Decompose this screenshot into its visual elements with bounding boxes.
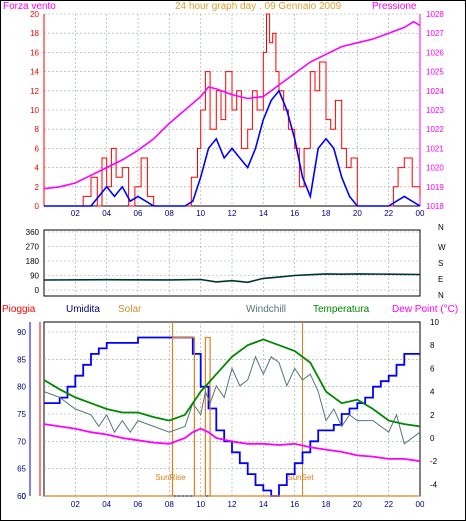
direction-tick-label: 0 — [35, 286, 40, 295]
x-tick-label: 16 — [290, 209, 299, 218]
y-tick-label-right: 1020 — [426, 164, 444, 173]
y-tick-label-right: 10 — [430, 318, 439, 327]
y-tick-label-left: 60 — [17, 492, 26, 501]
x-tick-label: 04 — [102, 500, 111, 509]
direction-tick-label: 360 — [26, 228, 40, 237]
x-tick-label: 10 — [196, 500, 205, 509]
wind-pressure-panel: 0246810121416182010181019102010211022102… — [30, 10, 444, 218]
x-tick-label: 04 — [102, 209, 111, 218]
sun-marker-label: SunSet — [287, 473, 314, 482]
wind-speed-series — [44, 13, 421, 207]
x-tick-label: 18 — [322, 500, 331, 509]
y-tick-label-right: 1023 — [426, 106, 444, 115]
y-tick-label-right: 1022 — [426, 125, 444, 134]
compass-label: N — [438, 291, 444, 300]
y-tick-label-right: 0 — [430, 434, 435, 443]
compass-label: S — [438, 259, 443, 268]
y-tick-label-left: 14 — [30, 68, 39, 77]
x-tick-label: 12 — [228, 500, 237, 509]
y-tick-label-right: 1021 — [426, 144, 444, 153]
y-tick-label-right: 1024 — [426, 87, 444, 96]
y-tick-label-left: 12 — [30, 87, 39, 96]
y-tick-label-right: 1027 — [426, 29, 444, 38]
compass-label: W — [438, 243, 446, 252]
legend-solar: Solar — [118, 304, 142, 315]
chart-right-title: Pressione — [372, 1, 417, 12]
dew-point-series — [43, 423, 421, 463]
direction-tick-label: 270 — [26, 243, 40, 252]
y-tick-label-left: 2 — [35, 183, 40, 192]
y-tick-label-right: 1026 — [426, 48, 444, 57]
temperature-series — [43, 338, 421, 428]
y-tick-label-right: 2 — [430, 411, 435, 420]
x-tick-label: 20 — [353, 500, 362, 509]
x-tick-label: 08 — [165, 500, 174, 509]
y-tick-label-right: 8 — [430, 341, 435, 350]
y-tick-label-left: 8 — [35, 125, 40, 134]
y-tick-label-left: 18 — [30, 29, 39, 38]
y-tick-label-left: 10 — [30, 106, 39, 115]
legend-pioggia: Pioggia — [2, 304, 36, 315]
legend-umidita: Umidita — [66, 304, 100, 315]
x-tick-label: 06 — [134, 500, 143, 509]
legend-dew-point: Dew Point (°C) — [392, 304, 458, 315]
y-tick-label-right: 1018 — [426, 202, 444, 211]
y-tick-label-left: 75 — [17, 410, 26, 419]
y-tick-label-left: 85 — [17, 355, 26, 364]
x-tick-label: 08 — [165, 209, 174, 218]
humidity-series — [44, 336, 420, 497]
x-tick-label: 06 — [134, 209, 143, 218]
x-tick-label: 10 — [196, 209, 205, 218]
direction-tick-label: 90 — [30, 272, 39, 281]
y-tick-label-left: 4 — [35, 164, 40, 173]
wind-average-series — [44, 89, 421, 207]
x-tick-label: 00 — [416, 500, 425, 509]
wind-direction-series — [43, 273, 421, 284]
x-tick-label: 18 — [322, 209, 331, 218]
y-tick-label-left: 6 — [35, 144, 40, 153]
y-tick-label-left: 90 — [17, 328, 26, 337]
y-tick-label-right: 1028 — [426, 10, 444, 19]
x-tick-label: 02 — [71, 500, 80, 509]
y-tick-label-right: 6 — [430, 364, 435, 373]
y-tick-label-left: 65 — [17, 465, 26, 474]
x-tick-label: 20 — [353, 209, 362, 218]
y-tick-label-left: 20 — [30, 10, 39, 19]
compass-label: E — [438, 275, 443, 284]
chart-center-title: 24 hour graph day . 09 Gennaio 2009 — [175, 1, 342, 12]
sun-marker-label: SunRise — [155, 473, 186, 482]
legend-windchill: Windchill — [246, 304, 286, 315]
x-tick-label: 02 — [71, 209, 80, 218]
pressure-series — [43, 20, 421, 190]
y-tick-label-right: -2 — [430, 457, 438, 466]
windchill-series — [43, 355, 421, 445]
x-tick-label: 22 — [384, 209, 393, 218]
x-tick-label: 16 — [290, 500, 299, 509]
y-tick-label-left: 80 — [17, 383, 26, 392]
x-tick-label: 00 — [416, 209, 425, 218]
y-tick-label-left: 0 — [22, 492, 27, 501]
y-tick-label-right: 1025 — [426, 68, 444, 77]
direction-tick-label: 180 — [26, 257, 40, 266]
y-tick-label-right: 1019 — [426, 183, 444, 192]
compass-label: N — [438, 223, 444, 232]
solar-series — [44, 336, 420, 497]
y-tick-label-left: 16 — [30, 48, 39, 57]
x-tick-label: 14 — [259, 209, 268, 218]
x-tick-label: 22 — [384, 500, 393, 509]
y-tick-label-left: 70 — [17, 437, 26, 446]
y-tick-label-right: -4 — [430, 480, 438, 489]
x-tick-label: 12 — [228, 209, 237, 218]
x-tick-label: 14 — [259, 500, 268, 509]
legend-temperatura: Temperatura — [313, 304, 370, 315]
chart-left-title: Forza vento — [3, 1, 56, 12]
y-tick-label-left: 0 — [35, 202, 40, 211]
y-tick-label-right: 4 — [430, 388, 435, 397]
